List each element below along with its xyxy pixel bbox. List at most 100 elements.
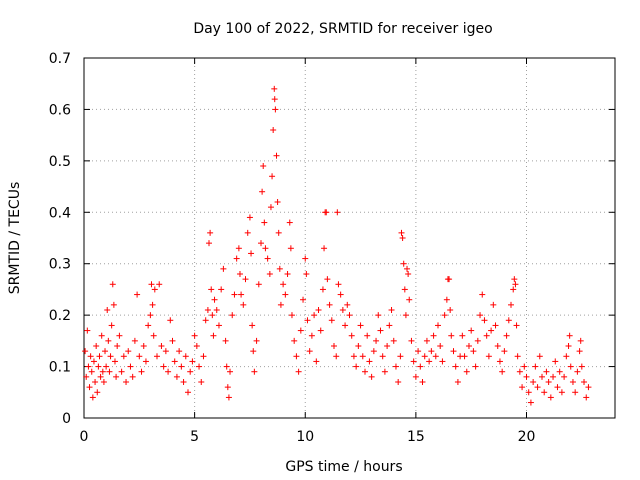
data-point-marker <box>335 281 342 288</box>
data-point-marker <box>85 363 92 370</box>
data-point-marker <box>187 368 194 375</box>
data-point-marker <box>313 358 320 365</box>
data-point-marker <box>501 348 508 355</box>
data-point-marker <box>384 343 391 349</box>
x-tick-label: 20 <box>518 429 536 445</box>
data-point-marker <box>399 235 406 241</box>
data-point-marker <box>558 389 565 396</box>
data-point-marker <box>357 322 364 329</box>
data-point-marker <box>180 379 187 385</box>
data-point-marker <box>100 379 107 385</box>
data-point-marker <box>171 358 178 365</box>
data-point-marker <box>282 291 289 298</box>
data-point-marker <box>326 301 333 308</box>
data-point-marker <box>519 384 526 391</box>
data-point-marker <box>259 188 266 195</box>
data-point-marker <box>149 301 156 308</box>
data-point-marker <box>96 353 103 360</box>
data-point-marker <box>158 343 165 349</box>
plot-frame <box>83 57 616 419</box>
data-point-marker <box>505 317 512 324</box>
data-point-marker <box>229 312 236 319</box>
data-point-marker <box>364 332 371 339</box>
data-point-marker <box>114 343 121 349</box>
data-point-marker <box>311 312 318 319</box>
data-point-marker <box>162 348 169 355</box>
data-point-marker <box>534 384 541 391</box>
data-point-marker <box>272 106 279 113</box>
data-point-marker <box>118 368 125 375</box>
data-point-marker <box>536 353 543 360</box>
data-point-marker <box>109 281 116 288</box>
data-point-marker <box>196 363 203 370</box>
data-point-marker <box>523 373 530 380</box>
data-point-marker <box>178 363 185 370</box>
data-point-marker <box>120 353 127 360</box>
data-point-marker <box>492 322 499 329</box>
data-point-marker <box>569 379 576 385</box>
data-point-marker <box>348 332 355 339</box>
x-axis-label: GPS time / hours <box>285 459 402 475</box>
data-point-marker <box>538 373 545 380</box>
data-point-marker <box>142 358 149 365</box>
data-point-marker <box>182 353 189 360</box>
data-point-marker <box>574 368 581 375</box>
data-point-marker <box>106 368 113 375</box>
data-point-marker <box>388 307 395 313</box>
data-point-marker <box>474 337 481 344</box>
data-point-marker <box>276 265 283 272</box>
data-point-marker <box>342 322 349 329</box>
data-point-marker <box>94 389 101 396</box>
x-tick-label: 5 <box>190 429 199 445</box>
data-point-marker <box>275 229 282 236</box>
data-point-marker <box>459 332 466 339</box>
data-point-marker <box>113 373 120 380</box>
data-point-marker <box>344 301 351 308</box>
data-point-marker <box>165 368 172 375</box>
data-point-marker <box>87 353 94 360</box>
data-point-marker <box>331 343 338 349</box>
data-point-marker <box>151 286 158 293</box>
data-point-marker <box>490 301 497 308</box>
data-point-marker <box>99 368 106 375</box>
data-point-marker <box>193 343 200 349</box>
data-point-marker <box>510 286 517 293</box>
data-point-marker <box>435 322 441 329</box>
data-point-marker <box>530 379 537 385</box>
data-point-marker <box>563 353 570 360</box>
data-point-marker <box>284 271 291 277</box>
axis-ticks: 0 0.1 0.2 0.3 0.4 0.5 0.6 0.7 0 5 10 15 20 <box>49 51 615 445</box>
data-point-marker <box>242 276 249 283</box>
data-point-marker <box>271 96 278 103</box>
data-point-marker <box>270 127 277 133</box>
data-point-marker <box>494 343 501 349</box>
data-point-marker <box>131 337 138 344</box>
data-point-marker <box>483 332 490 339</box>
x-tick-label: 0 <box>80 429 89 445</box>
data-point-marker <box>321 245 328 252</box>
data-point-marker <box>218 286 225 293</box>
data-point-marker <box>373 337 380 344</box>
data-point-marker <box>426 358 433 365</box>
data-point-marker <box>485 353 492 360</box>
data-point-marker <box>220 265 227 272</box>
data-point-marker <box>215 322 222 329</box>
data-point-marker <box>138 368 145 375</box>
data-point-marker <box>567 363 574 370</box>
data-point-marker <box>472 363 479 370</box>
data-point-marker <box>202 317 209 324</box>
data-point-marker <box>395 379 402 385</box>
data-point-marker <box>173 373 180 380</box>
data-point-marker <box>246 214 253 221</box>
data-point-marker <box>255 281 262 288</box>
data-point-marker <box>581 379 588 385</box>
data-point-marker <box>401 286 408 293</box>
data-point-marker <box>543 368 550 375</box>
data-point-marker <box>184 389 191 396</box>
data-point-marker <box>191 332 198 339</box>
data-point-marker <box>297 327 304 334</box>
data-point-marker <box>404 265 411 272</box>
data-point-marker <box>447 307 454 313</box>
data-point-marker <box>479 291 486 298</box>
data-point-marker <box>104 307 111 313</box>
